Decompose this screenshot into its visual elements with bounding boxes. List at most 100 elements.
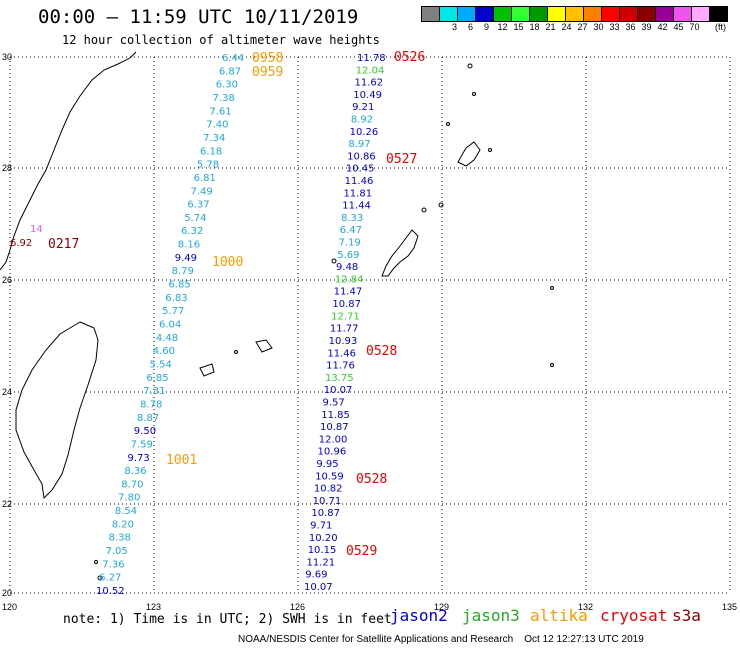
- taiwan-coastline: [15, 321, 99, 500]
- swh-value: 6.47: [340, 225, 362, 236]
- swh-value: 9.21: [352, 102, 374, 113]
- amami-island: [457, 141, 481, 167]
- swh-value: 11.85: [321, 410, 350, 421]
- small-island: [234, 350, 238, 354]
- swh-value: 8.78: [140, 399, 162, 410]
- s3a-value: 6.92: [10, 238, 32, 249]
- wave-height-color-scale: [421, 6, 728, 22]
- swh-value: 6.30: [216, 80, 238, 91]
- swh-value: 4.48: [156, 333, 178, 344]
- swh-value: 6.85: [168, 280, 190, 291]
- swh-value: 9.49: [175, 253, 197, 264]
- swh-value: 10.49: [353, 90, 382, 101]
- small-island: [446, 122, 450, 126]
- swh-value: 7.36: [102, 559, 124, 570]
- small-island: [472, 92, 476, 96]
- swh-value: 7.61: [209, 106, 231, 117]
- swh-value: 7.40: [206, 120, 228, 131]
- swh-value: 8.33: [341, 213, 363, 224]
- swh-value: 6.83: [165, 293, 187, 304]
- lon-label: 123: [146, 602, 161, 612]
- lat-label: 24: [2, 387, 12, 397]
- scale-label: 21: [545, 22, 556, 32]
- swh-value: 7.19: [339, 238, 361, 249]
- swh-value: 10.86: [347, 151, 376, 162]
- swh-value: 9.71: [310, 520, 332, 531]
- swh-value: 5.69: [337, 250, 359, 261]
- swh-value: 8.79: [172, 266, 194, 277]
- swh-value: 10.93: [329, 336, 358, 347]
- swh-value: 11.21: [306, 557, 335, 568]
- scale-label: 9: [483, 22, 489, 32]
- legend-jason3: jason3: [462, 606, 520, 625]
- miyako-island: [255, 339, 273, 353]
- swh-value: 9.73: [128, 453, 150, 464]
- lat-label: 22: [2, 499, 12, 509]
- swh-value: 10.20: [309, 533, 338, 544]
- swh-value: 10.82: [314, 484, 343, 495]
- small-island: [331, 258, 337, 264]
- swh-value: 7.31: [143, 386, 165, 397]
- swh-value: 11.81: [343, 188, 372, 199]
- pass-time-label: 0958: [252, 51, 283, 66]
- swh-value: 6.44: [222, 53, 244, 64]
- swh-value: 10.07: [304, 582, 333, 593]
- swh-value: 11.47: [334, 287, 363, 298]
- small-island: [488, 148, 492, 152]
- swh-value: 11.76: [326, 361, 355, 372]
- swh-value: 8.92: [351, 115, 373, 126]
- small-island: [550, 363, 554, 367]
- swh-value: 11.44: [342, 201, 371, 212]
- swh-value: 9.50: [134, 426, 156, 437]
- small-island: [467, 63, 473, 69]
- pass-time-label: 0959: [252, 65, 283, 80]
- swh-value: 10.52: [96, 586, 125, 597]
- swh-value: 7.59: [131, 439, 153, 450]
- swh-value: 12.04: [356, 65, 385, 76]
- pass-time-label: 0528: [356, 472, 387, 487]
- small-island: [438, 202, 444, 208]
- scale-label: 6: [467, 22, 473, 32]
- lon-label: 120: [2, 602, 17, 612]
- lat-label: 26: [2, 275, 12, 285]
- swh-value: 6.81: [194, 173, 216, 184]
- pass-time-label: 0529: [346, 544, 377, 559]
- swh-value: 12.71: [331, 311, 360, 322]
- swh-value: 10.87: [320, 422, 349, 433]
- swh-value: 10.87: [332, 299, 361, 310]
- swh-value: 8.36: [124, 466, 146, 477]
- swh-value: 7.05: [105, 546, 127, 557]
- swh-value: 8.97: [348, 139, 370, 150]
- small-island: [97, 575, 103, 581]
- swh-value: 6.37: [187, 200, 209, 211]
- swh-value: 9.57: [322, 397, 344, 408]
- okinawa-island: [381, 229, 419, 277]
- pass-time-label: 0526: [394, 50, 425, 65]
- swh-value: 10.59: [315, 471, 344, 482]
- swh-value: 9.48: [336, 262, 358, 273]
- lat-label: 28: [2, 163, 12, 173]
- lon-label: 126: [290, 602, 305, 612]
- swh-value: 10.26: [350, 127, 379, 138]
- scale-label: 18: [529, 22, 540, 32]
- swh-value: 10.71: [313, 496, 342, 507]
- scale-swatch: [709, 6, 728, 22]
- swh-value: 7.34: [203, 133, 225, 144]
- small-island: [550, 286, 554, 290]
- swh-value: 10.45: [346, 164, 375, 175]
- pass-time-label: 0528: [366, 344, 397, 359]
- scale-label: 70: [689, 22, 700, 32]
- swh-value: 11.78: [357, 53, 386, 64]
- credit-line: NOAA/NESDIS Center for Satellite Applica…: [238, 634, 644, 645]
- swh-value: 7.38: [213, 93, 235, 104]
- swh-value: 10.87: [311, 508, 340, 519]
- swh-value: 5.78: [197, 160, 219, 171]
- swh-value: 6.18: [200, 146, 222, 157]
- swh-value: 10.15: [308, 545, 337, 556]
- scale-label: 33: [609, 22, 620, 32]
- swh-value: 12.00: [319, 434, 348, 445]
- lon-label: 132: [578, 602, 593, 612]
- scale-label: 39: [641, 22, 652, 32]
- swh-value: 5.54: [150, 359, 172, 370]
